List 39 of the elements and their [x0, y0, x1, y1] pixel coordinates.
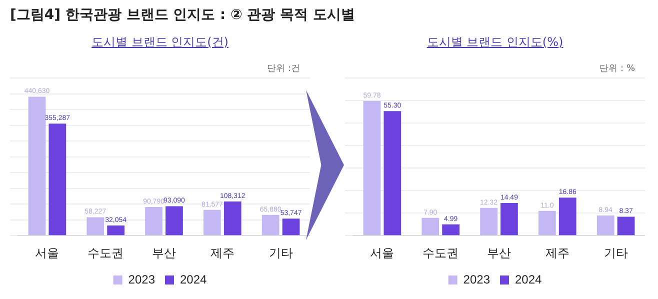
- x-tick-label: 수도권: [88, 246, 124, 260]
- legend-label: 2023: [463, 272, 490, 286]
- bar: [145, 206, 162, 236]
- bar: [28, 96, 46, 236]
- legend-label: 2024: [515, 272, 542, 286]
- x-tick-label: 부산: [152, 246, 176, 260]
- text: 단위 :건: [267, 63, 300, 75]
- bar: [166, 206, 183, 236]
- legend-label: 2023: [128, 272, 156, 286]
- bar: [384, 111, 402, 236]
- x-tick-label: 기타: [268, 246, 293, 260]
- bar: [442, 224, 460, 236]
- bar: [363, 101, 381, 236]
- bar: [500, 202, 518, 236]
- bar: [86, 217, 104, 236]
- bar: [558, 198, 576, 236]
- x-tick-label: 서울: [370, 246, 394, 260]
- text: 단위 : %: [600, 63, 635, 75]
- bar: [107, 225, 125, 236]
- chart-subtitle: 도시별 브랜드 인지도(건): [90, 34, 230, 51]
- x-tick-label: 수도권: [422, 246, 459, 260]
- bar: [617, 216, 635, 236]
- chart-title: [그림4] 한국관광 브랜드 인지도 : ② 관광 목적 도시별: [10, 6, 355, 24]
- bar: [538, 210, 556, 236]
- x-tick-label: 부산: [487, 246, 511, 260]
- x-tick-label: 제주: [210, 246, 234, 260]
- bar: [480, 208, 498, 236]
- x-tick-label: 제주: [545, 246, 570, 260]
- bar: [224, 201, 242, 236]
- bar: [48, 124, 66, 236]
- bar: [262, 214, 280, 236]
- legend-label: 2024: [180, 272, 208, 286]
- x-tick-label: 서울: [35, 246, 60, 260]
- bar: [282, 218, 300, 236]
- x-tick-label: 기타: [604, 246, 628, 260]
- bar: [203, 210, 221, 236]
- chart-title: 도시별 브랜드 인지도(%): [426, 34, 564, 51]
- bar: [596, 215, 614, 236]
- bar: [422, 218, 440, 236]
